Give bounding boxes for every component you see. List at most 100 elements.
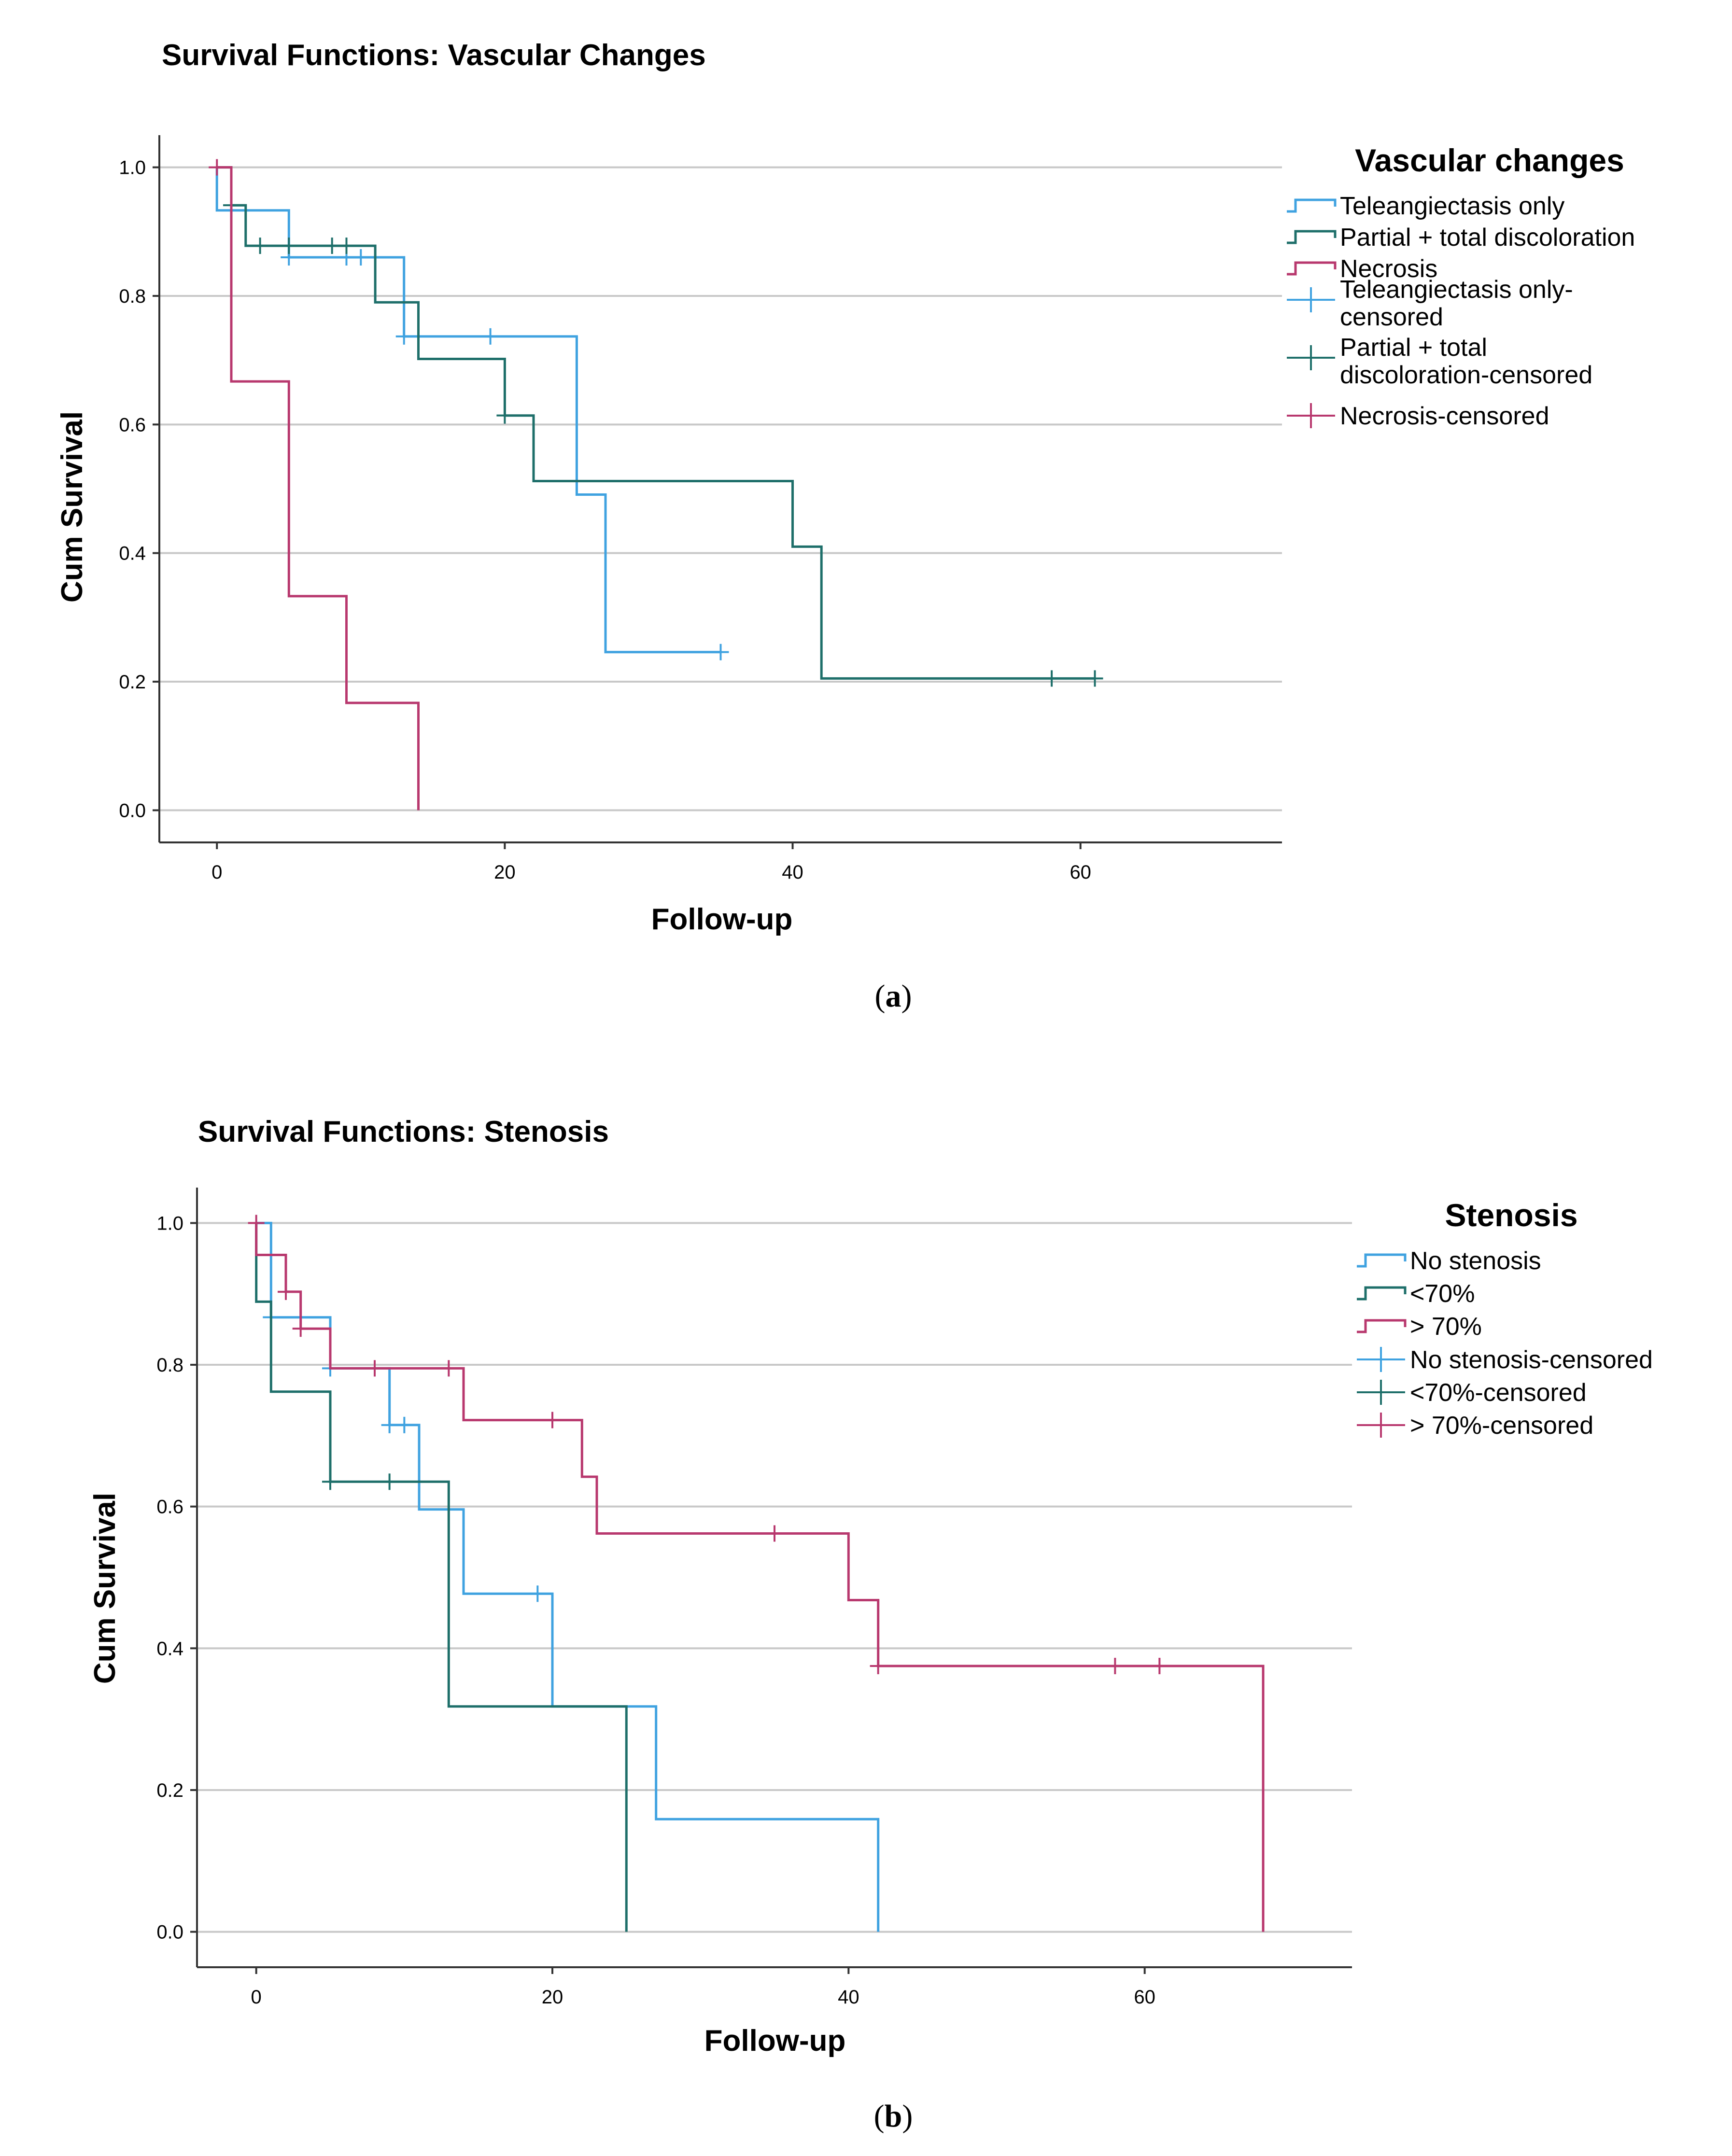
y-tick-label: 0.4 [119, 543, 146, 564]
censor-mark [870, 1658, 887, 1675]
legend-label: No stenosis-censored [1410, 1346, 1653, 1374]
legend-label: > 70%-censored [1410, 1412, 1593, 1440]
censor-mark [366, 1360, 383, 1377]
legend-swatch [1357, 1319, 1407, 1333]
x-tick-label: 60 [1070, 862, 1091, 883]
censor-mark [322, 1473, 338, 1490]
y-tick-label: 0.6 [156, 1497, 183, 1518]
plot-area: 0.0 0.2 0.4 0.6 0.8 1.0 0 20 40 60 [119, 135, 1282, 883]
censor-mark [352, 249, 369, 266]
legend-item: <70% [1357, 1280, 1475, 1308]
y-tick-label: 1.0 [119, 157, 146, 179]
censor-mark [544, 1412, 561, 1428]
legend-swatch [1287, 261, 1337, 276]
y-tick-label: 0.0 [156, 1922, 183, 1943]
legend-item: Partial + total discoloration [1287, 224, 1635, 252]
legend-title: Vascular changes [1355, 142, 1624, 178]
legend-label: Necrosis [1340, 255, 1437, 283]
legend-label: discoloration-censored [1340, 361, 1592, 389]
caption-letter: b [885, 2099, 902, 2134]
y-tick-label: 0.0 [119, 800, 146, 821]
survival-curve [256, 1221, 880, 1932]
legend-label: Necrosis-censored [1340, 402, 1549, 430]
legend-swatch [1287, 230, 1337, 244]
y-tick-label: 0.6 [119, 414, 146, 435]
censor-mark [396, 1416, 413, 1433]
chart-title: Survival Functions: Stenosis [198, 1115, 609, 1148]
x-tick-label: 20 [494, 862, 516, 883]
legend-swatch [1357, 1286, 1407, 1301]
chart-panel-b: Survival Functions: Stenosis 0.00.20.40.… [88, 1115, 1653, 2134]
censor-mark [529, 1585, 546, 1602]
legend: No stenosis <70% > 70% No stenosis-censored… [1357, 1247, 1653, 1440]
chart-panel-a: Survival Functions: Vascular Changes 0.0… [56, 39, 1635, 1014]
y-tick-label: 0.2 [156, 1780, 183, 1801]
censor-mark [324, 238, 340, 254]
figure-caption: (a) [875, 979, 912, 1014]
survival-curve [217, 166, 420, 811]
censor-mark [1151, 1658, 1168, 1675]
censor-mark [1086, 670, 1103, 687]
y-tick-label: 0.8 [156, 1355, 183, 1376]
legend-item: No stenosis [1357, 1247, 1541, 1275]
censor-mark [381, 1416, 398, 1433]
censor-mark [381, 1473, 398, 1490]
censor-mark [338, 238, 355, 254]
y-tick-label: 0.8 [119, 286, 146, 307]
legend-item: Necrosis [1287, 255, 1437, 283]
legend-swatch [1357, 1253, 1407, 1268]
censor-mark [712, 644, 729, 660]
x-tick-label: 0 [251, 1987, 262, 2008]
legend-label: Partial + total [1340, 334, 1487, 362]
legend-title: Stenosis [1445, 1197, 1577, 1233]
legend-item: Necrosis-censored [1287, 402, 1549, 430]
legend-label: <70%-censored [1410, 1379, 1587, 1407]
legend: Teleangiectasis only Partial + total disc… [1287, 192, 1635, 430]
plot-area: 0.0 0.2 0.4 0.6 0.8 1.0 0 20 40 60 [156, 1188, 1352, 2008]
censor-mark [440, 1360, 457, 1377]
legend-item: Teleangiectasis only [1287, 192, 1564, 220]
censor-mark [496, 407, 513, 424]
x-tick-label: 20 [542, 1987, 563, 2008]
x-tick-label: 40 [782, 862, 803, 883]
chart-title: Survival Functions: Vascular Changes [162, 39, 706, 72]
caption-letter: a [886, 979, 901, 1014]
legend-item: <70%-censored [1357, 1379, 1587, 1407]
legend-label: > 70% [1410, 1313, 1482, 1341]
censor-mark [766, 1525, 783, 1542]
y-tick-label: 1.0 [156, 1213, 183, 1234]
legend-item: > 70%-censored [1357, 1412, 1593, 1440]
censor-mark [248, 1215, 265, 1232]
legend-label: Partial + total discoloration [1340, 224, 1635, 252]
x-tick-label: 0 [211, 862, 222, 883]
censor-mark [281, 238, 297, 254]
censor-mark [395, 328, 412, 345]
y-tick-label: 0.2 [119, 672, 146, 693]
censor-mark [209, 159, 225, 176]
survival-curve [255, 1223, 628, 1932]
censor-mark [252, 238, 268, 254]
legend-label: Teleangiectasis only- [1340, 276, 1573, 304]
x-tick-label: 60 [1134, 1987, 1155, 2008]
censor-mark [1107, 1658, 1124, 1675]
figure-caption: (b) [874, 2099, 913, 2134]
x-axis-label: Follow-up [704, 2024, 846, 2058]
y-axis-label: Cum Survival [88, 1493, 122, 1684]
legend-label: <70% [1410, 1280, 1475, 1308]
x-tick-label: 40 [838, 1987, 859, 2008]
x-axis-label: Follow-up [651, 903, 793, 936]
legend-item: No stenosis-censored [1357, 1346, 1653, 1374]
censor-mark [1043, 670, 1060, 687]
legend-label: No stenosis [1410, 1247, 1541, 1275]
legend-swatch [1287, 198, 1337, 213]
censor-mark [482, 328, 499, 345]
censor-mark [292, 1320, 309, 1337]
legend-item: Teleangiectasis only-censored [1287, 276, 1573, 331]
legend-label: censored [1340, 303, 1443, 331]
legend-item: > 70% [1357, 1313, 1482, 1341]
y-axis-label: Cum Survival [56, 411, 89, 602]
censor-mark [278, 1283, 294, 1300]
